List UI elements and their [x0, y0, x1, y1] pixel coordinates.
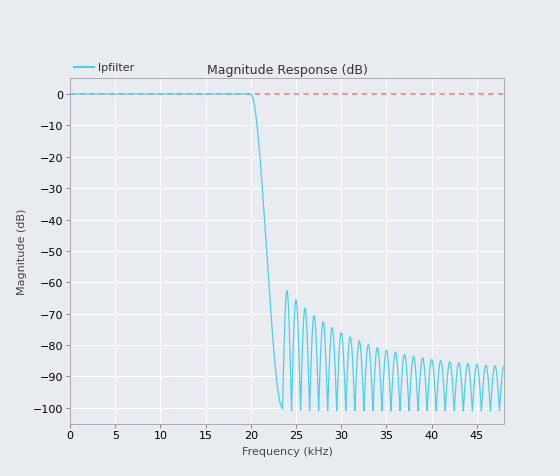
Title: Magnitude Response (dB): Magnitude Response (dB)	[207, 64, 367, 77]
Text: lpfilter: lpfilter	[98, 63, 134, 73]
Y-axis label: Magnitude (dB): Magnitude (dB)	[17, 208, 27, 295]
X-axis label: Frequency (kHz): Frequency (kHz)	[241, 446, 333, 456]
